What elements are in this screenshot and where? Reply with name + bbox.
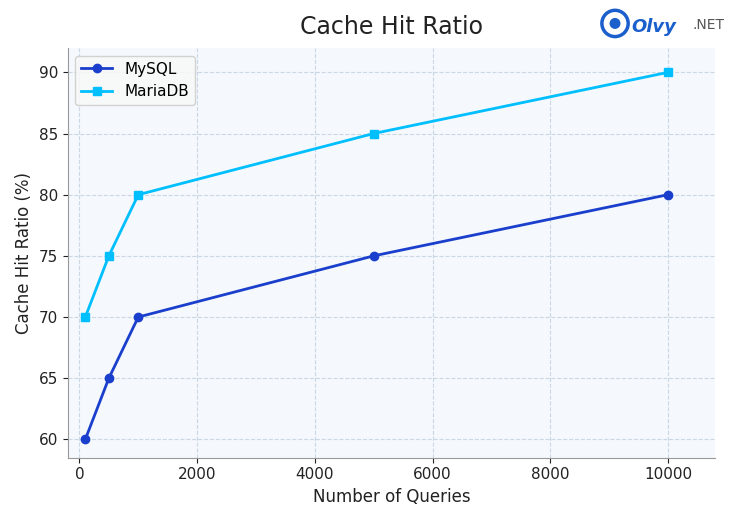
Legend: MySQL, MariaDB: MySQL, MariaDB: [75, 56, 195, 105]
MariaDB: [664, 69, 672, 76]
X-axis label: Number of Queries: Number of Queries: [312, 488, 470, 506]
Y-axis label: Cache Hit Ratio (%): Cache Hit Ratio (%): [15, 172, 33, 334]
Title: Cache Hit Ratio: Cache Hit Ratio: [300, 15, 483, 39]
MariaDB: [81, 314, 90, 320]
Text: Olvy: Olvy: [631, 18, 676, 36]
Circle shape: [610, 18, 620, 29]
MySQL: [369, 253, 378, 259]
MySQL: [104, 375, 113, 381]
MariaDB: [369, 130, 378, 137]
MariaDB: [134, 192, 142, 198]
MariaDB: [104, 253, 113, 259]
MySQL: [81, 436, 90, 442]
MySQL: [664, 192, 672, 198]
MySQL: [134, 314, 142, 320]
Line: MySQL: MySQL: [81, 191, 672, 443]
Text: .NET: .NET: [692, 18, 724, 32]
Line: MariaDB: MariaDB: [81, 68, 672, 321]
